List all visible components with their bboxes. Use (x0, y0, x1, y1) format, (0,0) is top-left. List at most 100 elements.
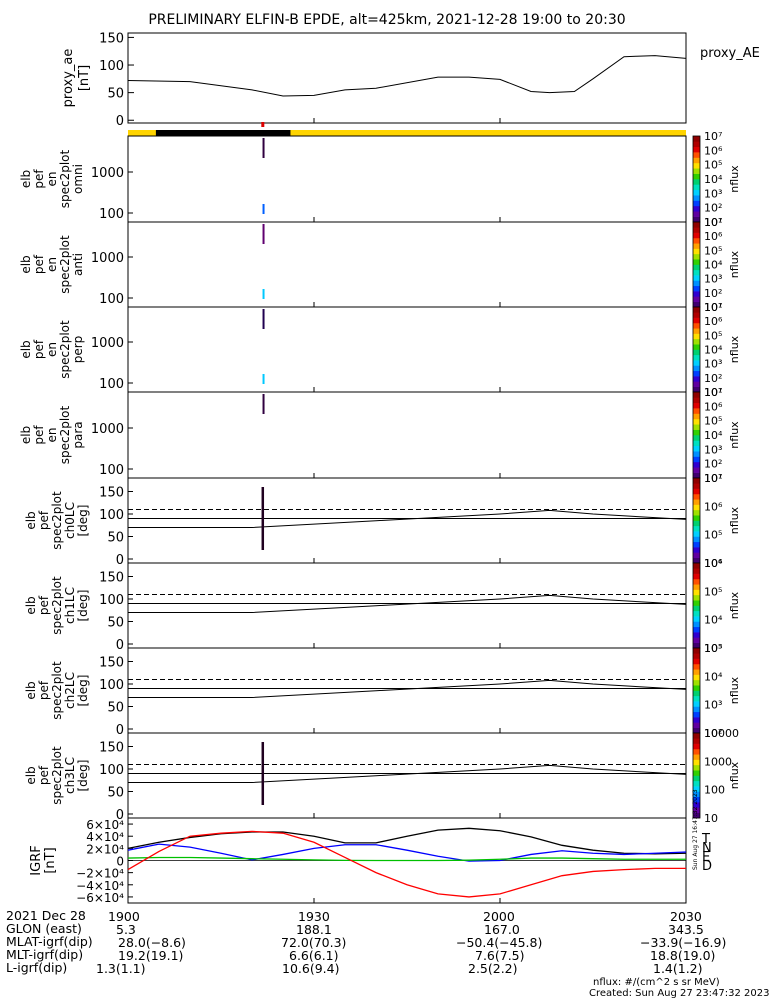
colorbar-segment (693, 525, 700, 532)
colorbar-segment (693, 243, 700, 249)
y-axis-label: pef (37, 510, 51, 530)
colorbar-segment (693, 280, 700, 287)
colorbar-segment (693, 478, 700, 484)
colorbar-segment (693, 222, 700, 228)
colorbar-segment (693, 775, 700, 782)
y-axis-label: spec2plot (50, 491, 64, 550)
colorbar-tick-label: 10³ (704, 187, 722, 200)
y-axis-label: proxy_ae (61, 49, 76, 108)
y-axis-label: spec2plot (50, 661, 64, 720)
footer-time-1: 1900 (108, 909, 140, 924)
colorbar-label: nflux (728, 591, 741, 619)
colorbar-segment (693, 232, 700, 239)
footer-l-4: 1.4(1.2) (653, 961, 703, 976)
colorbar-segment (693, 632, 700, 638)
colorbar-segment (693, 616, 700, 622)
colorbar-segment (693, 227, 700, 233)
y-tick-label: 100 (99, 463, 124, 478)
y-tick-label: 150 (99, 486, 124, 501)
y-tick-label: 1000 (91, 166, 124, 181)
y-tick-label: 50 (107, 87, 124, 102)
colorbar-tick-label: 100 (704, 784, 725, 797)
y-axis-label: elb (24, 681, 38, 699)
y-tick-label: 50 (107, 616, 124, 631)
colorbar-label: nflux (728, 761, 741, 789)
y-axis-label: para (71, 421, 85, 448)
y-axis-label: pef (32, 425, 46, 445)
colorbar-tick-label: 10 (704, 812, 718, 825)
y-tick-label: 100 (99, 59, 124, 74)
colorbar-segment (693, 621, 700, 628)
y-tick-label: 1000 (91, 251, 124, 266)
colorbar-segment (693, 338, 700, 345)
colorbar-tick-label: 1000 (704, 755, 732, 768)
footer-mlt-4: 18.8(19.0) (650, 948, 716, 963)
colorbar-segment (693, 451, 700, 457)
y-axis-label: pef (32, 339, 46, 359)
series-line-D (127, 830, 686, 898)
colorbar-tick-label: 10⁵ (704, 585, 722, 598)
colorbar-segment (693, 807, 700, 813)
colorbar-segment (693, 764, 700, 771)
colorbar-segment (693, 610, 700, 617)
colorbar-segment (693, 322, 700, 329)
colorbar-label: nflux (728, 676, 741, 704)
y-axis-label: spec2plot (58, 405, 72, 464)
colorbar-tick-label: 10⁵ (704, 415, 722, 428)
colorbar-segment (693, 397, 700, 404)
y-axis-label: elb (24, 511, 38, 529)
colorbar-segment (693, 600, 700, 606)
colorbar-segment (693, 354, 700, 361)
footer-mlt-2: 6.6(6.1) (289, 948, 339, 963)
y-axis-label: elb (19, 426, 33, 444)
colorbar-tick-label: 10⁶ (704, 500, 723, 513)
colorbar-segment (693, 216, 700, 223)
loss-cone-line (128, 509, 687, 528)
spectrogram-pixel-burst (262, 289, 265, 299)
colorbar-tick-label: 10² (704, 372, 722, 385)
colorbar-ch1LC: 10³ 10⁴ 10⁵ 10⁶ nflux (692, 557, 741, 655)
colorbar-segment (693, 392, 700, 398)
created-stamp: Created: Sun Aug 27 23:47:32 2023 (589, 988, 770, 999)
colorbar-segment (693, 568, 700, 574)
y-axis-label: [deg] (76, 760, 90, 792)
colorbar-segment (693, 402, 700, 409)
colorbar-segment (693, 626, 700, 633)
colorbar-segment (693, 520, 700, 527)
y-axis-label: [nT] (43, 847, 58, 873)
colorbar-segment (693, 275, 700, 281)
y-axis-label: omni (71, 164, 85, 194)
y-tick-label: 0 (116, 855, 124, 869)
y-axis-label: ch0LC (63, 502, 77, 539)
colorbar-segment (693, 317, 700, 324)
colorbar-segment (693, 642, 700, 649)
footer-mlat-4: −33.9(−16.9) (640, 935, 727, 950)
loss-cone-line (128, 764, 687, 783)
colorbar-segment (693, 360, 700, 366)
y-axis-label: pef (37, 680, 51, 700)
colorbar-segment (693, 541, 700, 548)
colorbar-segment (693, 301, 700, 308)
y-tick-label: 1000 (91, 336, 124, 351)
colorbar-segment (693, 205, 700, 212)
y-axis-label: spec2plot (58, 235, 72, 294)
colorbar-segment (693, 727, 700, 734)
colorbar-segment (693, 344, 700, 350)
colorbar-segment (693, 536, 700, 543)
colorbar-tick-label: 10⁴ (704, 614, 723, 627)
y-tick-label: 100 (99, 763, 124, 778)
colorbar-segment (693, 264, 700, 271)
y-tick-label: 150 (99, 741, 124, 756)
colorbar-segment (693, 786, 700, 792)
footer-glon-2: 188.1 (296, 922, 332, 937)
y-tick-label: 100 (99, 207, 124, 222)
y-axis-label: en (45, 342, 59, 357)
colorbar-segment (693, 152, 700, 158)
colorbar-segment (693, 648, 700, 654)
footer-l-1: 1.3(1.1) (96, 961, 146, 976)
spectrogram-pixel-burst (262, 374, 265, 384)
